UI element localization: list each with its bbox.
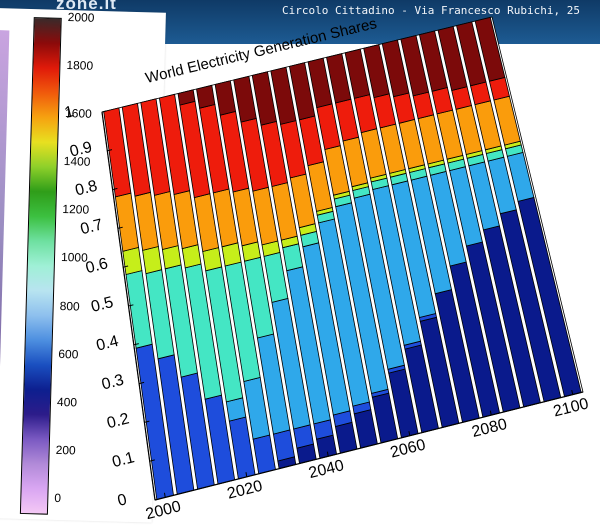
y-tick xyxy=(133,343,139,346)
bar-segment xyxy=(158,93,191,195)
y-tick-label: 1 xyxy=(63,103,76,122)
bar-segment xyxy=(233,75,257,123)
banner-address-text: Circolo Cittadino - Via Francesco Rubich… xyxy=(282,4,581,17)
y-tick xyxy=(149,459,155,462)
x-tick xyxy=(326,451,329,457)
y-tick xyxy=(128,304,134,307)
bar-segment xyxy=(363,44,390,99)
bar-segment xyxy=(307,57,333,109)
bar-segment xyxy=(177,89,196,106)
bar-segment xyxy=(326,53,352,104)
y-tick-label: 0.9 xyxy=(68,139,94,161)
x-tick-label: 2100 xyxy=(552,395,591,420)
bar-segment xyxy=(270,66,297,125)
y-tick xyxy=(123,265,129,268)
x-tick xyxy=(245,472,248,477)
x-axis xyxy=(154,391,584,501)
bar-segment xyxy=(474,16,506,82)
x-tick xyxy=(571,389,574,395)
bar-segment xyxy=(400,35,430,97)
bar-segment xyxy=(456,21,487,87)
bar-segment xyxy=(214,80,237,116)
bar-segment xyxy=(282,243,304,272)
x-tick xyxy=(489,410,492,416)
x-tick xyxy=(408,431,411,436)
y-tick-label: 0.6 xyxy=(84,255,110,277)
bar-segment xyxy=(437,26,468,91)
y-tick xyxy=(107,149,113,152)
bar-segment xyxy=(196,84,216,109)
y-tick xyxy=(101,110,107,113)
y-tick-label: 0.1 xyxy=(111,449,137,471)
y-tick-label: 0.4 xyxy=(95,333,121,355)
y-tick xyxy=(117,226,123,229)
bar-segment xyxy=(122,246,143,275)
y-tick-label: 0.3 xyxy=(100,372,126,394)
y-tick xyxy=(112,187,118,191)
y-tick xyxy=(144,420,150,423)
y-tick-label: 0.7 xyxy=(79,216,105,238)
bar-segment xyxy=(418,30,448,92)
y-tick-label: 0.5 xyxy=(89,294,115,316)
y-tick-label: 0.2 xyxy=(105,410,131,432)
y-tick xyxy=(138,381,145,385)
y-tick xyxy=(154,498,161,501)
bar-segment xyxy=(103,107,132,198)
bar-segment xyxy=(381,39,410,98)
bar-segment xyxy=(121,102,151,197)
x-tick-label: 2040 xyxy=(307,457,346,482)
y-tick-label: 0 xyxy=(116,491,129,510)
bar-segment xyxy=(142,246,163,275)
x-tick-label: 2000 xyxy=(144,498,183,519)
bar-segment xyxy=(251,71,277,126)
x-tick xyxy=(164,492,166,498)
bar-segment xyxy=(344,48,371,99)
y-tick-label: 0.8 xyxy=(73,178,99,200)
x-tick-label: 2060 xyxy=(389,436,428,461)
bar-segment xyxy=(288,62,316,121)
bar-segment xyxy=(140,98,171,196)
x-tick-label: 2020 xyxy=(226,478,265,503)
